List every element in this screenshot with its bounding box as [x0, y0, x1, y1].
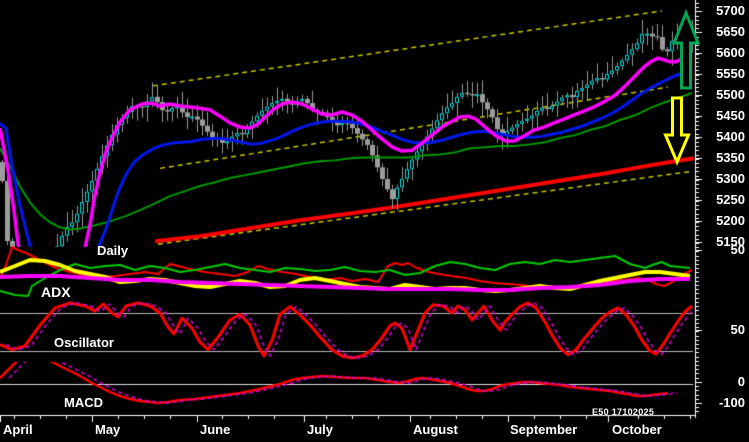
- price-tick-label: 5450: [716, 107, 745, 123]
- indicator-tick-label: -100: [718, 395, 745, 410]
- month-label: October: [612, 422, 662, 437]
- up-arrow-icon[interactable]: [671, 8, 701, 90]
- price-panel-label: Daily: [97, 243, 129, 258]
- price-tick-label: 5150: [716, 234, 745, 250]
- month-label: April: [3, 422, 33, 437]
- indicator-tick-label: 50: [730, 322, 745, 337]
- month-label: June: [200, 422, 231, 437]
- price-tick-label: 5200: [716, 213, 745, 228]
- indicator-tick-label: 0: [737, 374, 745, 389]
- macd-panel-label: MACD: [64, 395, 103, 410]
- indicator-tick-label: 50: [730, 242, 745, 257]
- price-tick-label: 5300: [716, 170, 745, 186]
- month-label: July: [307, 422, 334, 437]
- adx-panel-label: ADX: [41, 284, 71, 300]
- symbol-date-label: E50 17102025: [592, 407, 655, 417]
- price-tick-label: 5550: [716, 65, 745, 81]
- price-tick-label: 5350: [716, 149, 745, 165]
- price-tick-label: 5700: [716, 2, 745, 18]
- month-label: August: [413, 422, 458, 437]
- month-label: May: [95, 422, 121, 437]
- down-arrow-icon[interactable]: [663, 96, 691, 166]
- month-label: September: [510, 422, 578, 437]
- price-tick-label: 5250: [716, 191, 745, 207]
- price-tick-label: 5650: [716, 23, 745, 39]
- price-tick-label: 5500: [716, 86, 745, 102]
- price-tick-label: 5400: [716, 128, 745, 144]
- price-tick-label: 5600: [716, 44, 745, 60]
- oscillator-panel-label: Oscillator: [54, 335, 114, 350]
